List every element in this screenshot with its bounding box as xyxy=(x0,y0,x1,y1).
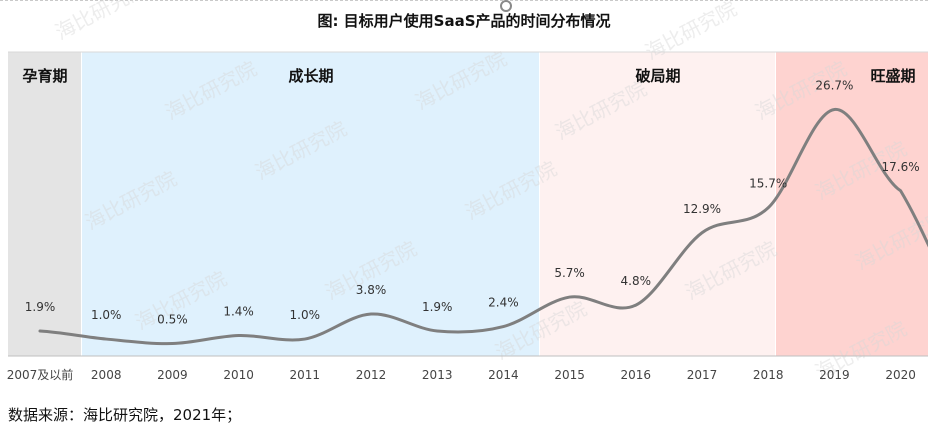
x-tick-label: 2013 xyxy=(422,368,453,382)
phase-band xyxy=(540,52,776,356)
data-label: 15.7% xyxy=(749,177,787,191)
data-label: 17.6% xyxy=(882,160,920,174)
chart-title: 图: 目标用户使用SaaS产品的时间分布情况 xyxy=(317,12,611,30)
phase-band xyxy=(82,52,540,356)
phase-label: 旺盛期 xyxy=(870,67,915,85)
source-note: 数据来源：海比研究院，2021年； xyxy=(8,406,242,424)
x-tick-label: 2017 xyxy=(687,368,718,382)
x-tick-label: 2007及以前 xyxy=(7,367,74,382)
x-tick-label: 2011 xyxy=(290,368,321,382)
phase-label: 孕育期 xyxy=(22,67,67,85)
data-label: 1.0% xyxy=(290,308,321,322)
watermark-text: 海比研究院 xyxy=(51,0,151,44)
phase-band xyxy=(776,52,928,356)
data-label: 26.7% xyxy=(815,78,853,92)
x-tick-label: 2010 xyxy=(223,368,254,382)
phase-band xyxy=(8,52,82,356)
x-tick-label: 2015 xyxy=(554,368,585,382)
phase-label: 成长期 xyxy=(288,67,333,85)
x-tick-label: 2016 xyxy=(621,368,652,382)
x-tick-label: 2018 xyxy=(753,368,784,382)
data-label: 4.8% xyxy=(621,274,652,288)
x-tick-label: 2019 xyxy=(819,368,850,382)
series-line xyxy=(38,107,928,346)
phase-label: 破局期 xyxy=(635,67,680,85)
data-label: 1.4% xyxy=(223,304,254,318)
data-label: 1.9% xyxy=(25,300,56,314)
rotate-handle-icon[interactable] xyxy=(500,0,512,12)
phase-bands xyxy=(8,51,928,356)
x-tick-label: 2008 xyxy=(91,368,122,382)
data-label: 2.4% xyxy=(488,296,519,310)
data-label: 1.9% xyxy=(422,300,453,314)
top-dashed-rule xyxy=(0,0,928,1)
data-label: 1.0% xyxy=(91,308,122,322)
phase-labels: 孕育期 成长期 破局期 旺盛期 xyxy=(22,67,915,85)
data-label: 3.8% xyxy=(356,283,387,297)
data-labels: 1.9% 1.0% 0.5% 1.4% 1.0% 3.8% 1.9% 2.4% 5.7% 4.8%… xyxy=(25,78,920,326)
x-tick-label: 2012 xyxy=(356,368,387,382)
data-label: 0.5% xyxy=(157,313,188,327)
data-label: 12.9% xyxy=(683,202,721,216)
x-tick-label: 2014 xyxy=(488,368,519,382)
x-tick-label: 2009 xyxy=(157,368,188,382)
x-tick-label: 2020 xyxy=(885,368,916,382)
data-label: 5.7% xyxy=(554,266,585,280)
x-tick-labels: 2007及以前 2008 2009 2010 2011 2012 2013 2014 2015 2… xyxy=(7,367,916,382)
